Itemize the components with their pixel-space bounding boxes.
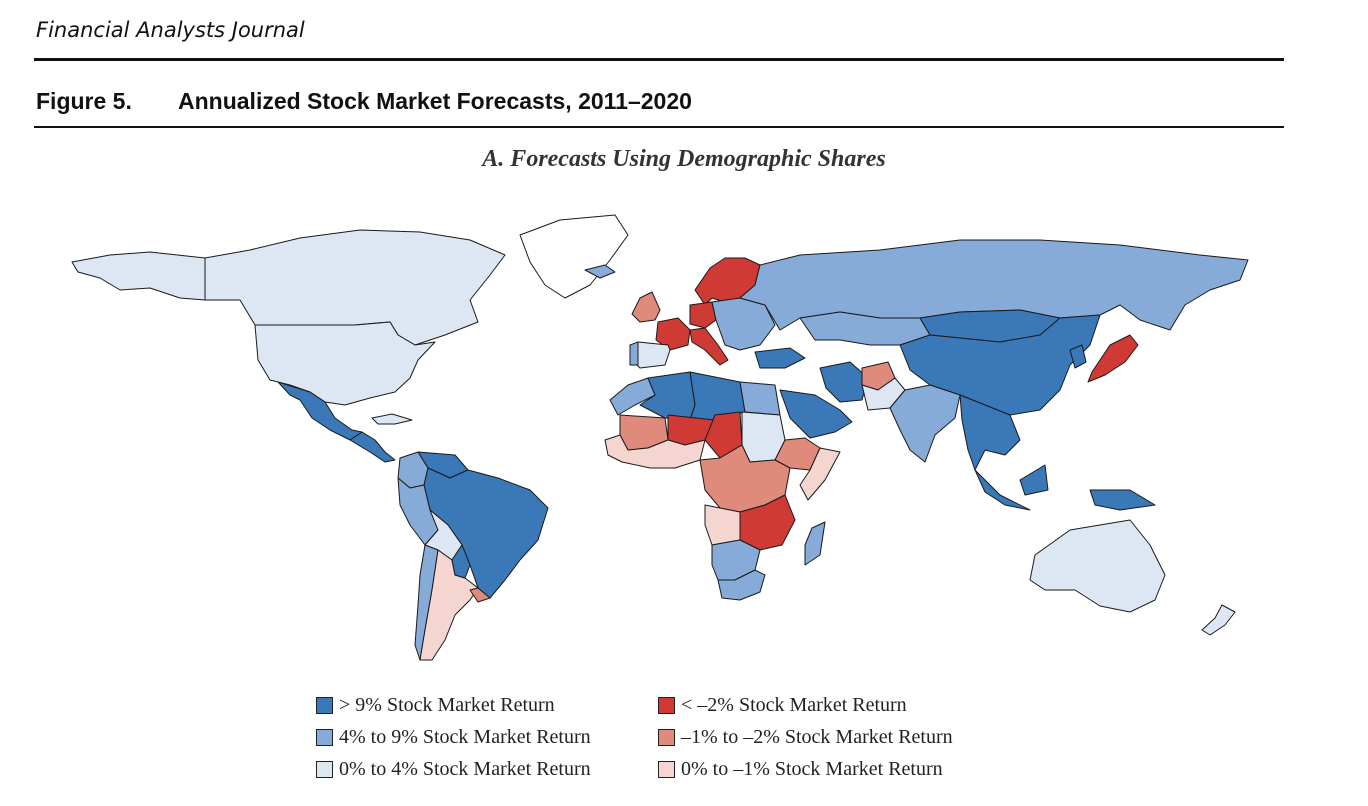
region-saudi-arabia xyxy=(779,389,853,439)
title-rule xyxy=(34,126,1284,128)
legend-item: 0% to –1% Stock Market Return xyxy=(658,758,943,781)
legend-label: 4% to 9% Stock Market Return xyxy=(339,726,591,748)
legend-swatch xyxy=(658,729,675,746)
region-japan xyxy=(1087,334,1139,383)
legend-label: 0% to 4% Stock Market Return xyxy=(339,758,591,780)
region-egypt xyxy=(739,381,781,416)
figure-number: Figure 5. xyxy=(36,88,132,114)
legend-swatch xyxy=(316,729,333,746)
region-central-africa xyxy=(699,444,791,513)
region-indonesia xyxy=(974,464,1156,511)
figure-title: Figure 5. Annualized Stock Market Forecas… xyxy=(36,88,692,115)
legend-item: < –2% Stock Market Return xyxy=(658,694,907,717)
region-west-africa-coast xyxy=(604,434,706,469)
legend-swatch xyxy=(316,697,333,714)
region-greenland xyxy=(519,214,629,299)
region-south-africa xyxy=(717,569,766,601)
region-new-zealand xyxy=(1201,604,1236,636)
map-legend: > 9% Stock Market Return 4% to 9% Stock … xyxy=(316,690,1036,790)
legend-item: 4% to 9% Stock Market Return xyxy=(316,726,591,749)
region-turkey xyxy=(754,347,806,369)
legend-swatch xyxy=(316,761,333,778)
region-iran xyxy=(819,361,869,403)
region-paraguay xyxy=(451,544,471,579)
legend-swatch xyxy=(658,761,675,778)
region-germany xyxy=(689,301,717,329)
region-france xyxy=(655,317,691,351)
region-italy xyxy=(689,327,729,366)
region-australia xyxy=(1029,519,1166,613)
region-central-america xyxy=(349,431,396,463)
legend-item: > 9% Stock Market Return xyxy=(316,694,555,717)
legend-label: 0% to –1% Stock Market Return xyxy=(681,758,943,780)
figure-title-text: Annualized Stock Market Forecasts, 2011–… xyxy=(178,88,692,114)
region-india xyxy=(889,384,961,463)
header-rule xyxy=(34,58,1284,61)
region-portugal xyxy=(629,341,639,366)
legend-item: –1% to –2% Stock Market Return xyxy=(658,726,953,749)
region-iceland xyxy=(584,264,616,279)
journal-name: Financial Analysts Journal xyxy=(36,18,305,42)
region-korea xyxy=(1069,344,1087,369)
legend-item: 0% to 4% Stock Market Return xyxy=(316,758,591,781)
region-cuba xyxy=(371,413,413,425)
region-somalia xyxy=(799,447,841,501)
region-madagascar xyxy=(804,521,826,566)
legend-swatch xyxy=(658,697,675,714)
legend-label: –1% to –2% Stock Market Return xyxy=(681,726,953,748)
region-uruguay xyxy=(469,587,491,603)
region-united-kingdom xyxy=(631,291,661,323)
region-alaska xyxy=(71,251,206,301)
region-angola xyxy=(704,504,741,546)
legend-label: < –2% Stock Market Return xyxy=(681,694,907,716)
panel-title: A. Forecasts Using Demographic Shares xyxy=(482,146,886,172)
region-southeast-asia xyxy=(959,394,1021,471)
legend-label: > 9% Stock Market Return xyxy=(339,694,555,716)
